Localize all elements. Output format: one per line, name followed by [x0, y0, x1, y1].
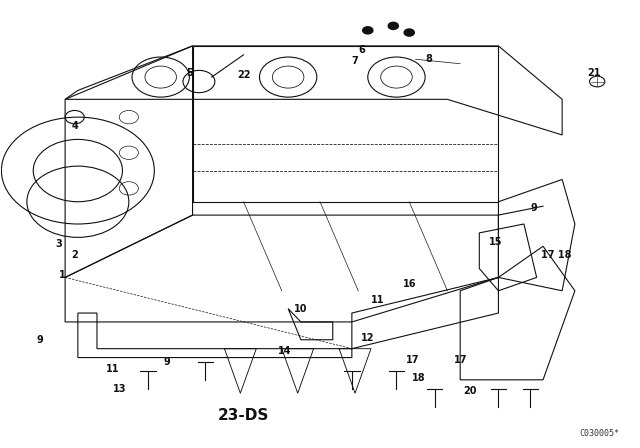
Text: 23-DS: 23-DS	[218, 408, 269, 423]
Text: 11: 11	[371, 295, 384, 305]
Text: 9: 9	[530, 203, 537, 213]
Circle shape	[388, 22, 398, 30]
Text: 10: 10	[294, 304, 308, 314]
Circle shape	[363, 27, 373, 34]
Circle shape	[404, 29, 414, 36]
Text: 6: 6	[358, 45, 365, 56]
Text: 5: 5	[186, 68, 193, 78]
Text: 13: 13	[113, 384, 126, 394]
Text: 1: 1	[58, 270, 65, 280]
Text: 9: 9	[164, 357, 170, 367]
Text: 7: 7	[351, 56, 358, 66]
Text: 4: 4	[71, 121, 78, 131]
Text: 21: 21	[588, 68, 601, 78]
Text: 20: 20	[463, 386, 477, 396]
Text: 17 18: 17 18	[541, 250, 571, 260]
Text: 22: 22	[237, 70, 250, 80]
Text: 9: 9	[36, 335, 43, 345]
Text: 14: 14	[278, 346, 292, 356]
Text: 11: 11	[106, 364, 120, 374]
Text: 18: 18	[412, 373, 426, 383]
Text: 17: 17	[406, 355, 419, 365]
Text: 12: 12	[361, 332, 374, 343]
Text: 15: 15	[488, 237, 502, 247]
Text: C030005*: C030005*	[579, 429, 620, 438]
Text: 8: 8	[425, 54, 432, 64]
Text: 3: 3	[56, 239, 62, 249]
Text: 2: 2	[71, 250, 78, 260]
Text: 17: 17	[453, 355, 467, 365]
Text: 16: 16	[403, 279, 416, 289]
